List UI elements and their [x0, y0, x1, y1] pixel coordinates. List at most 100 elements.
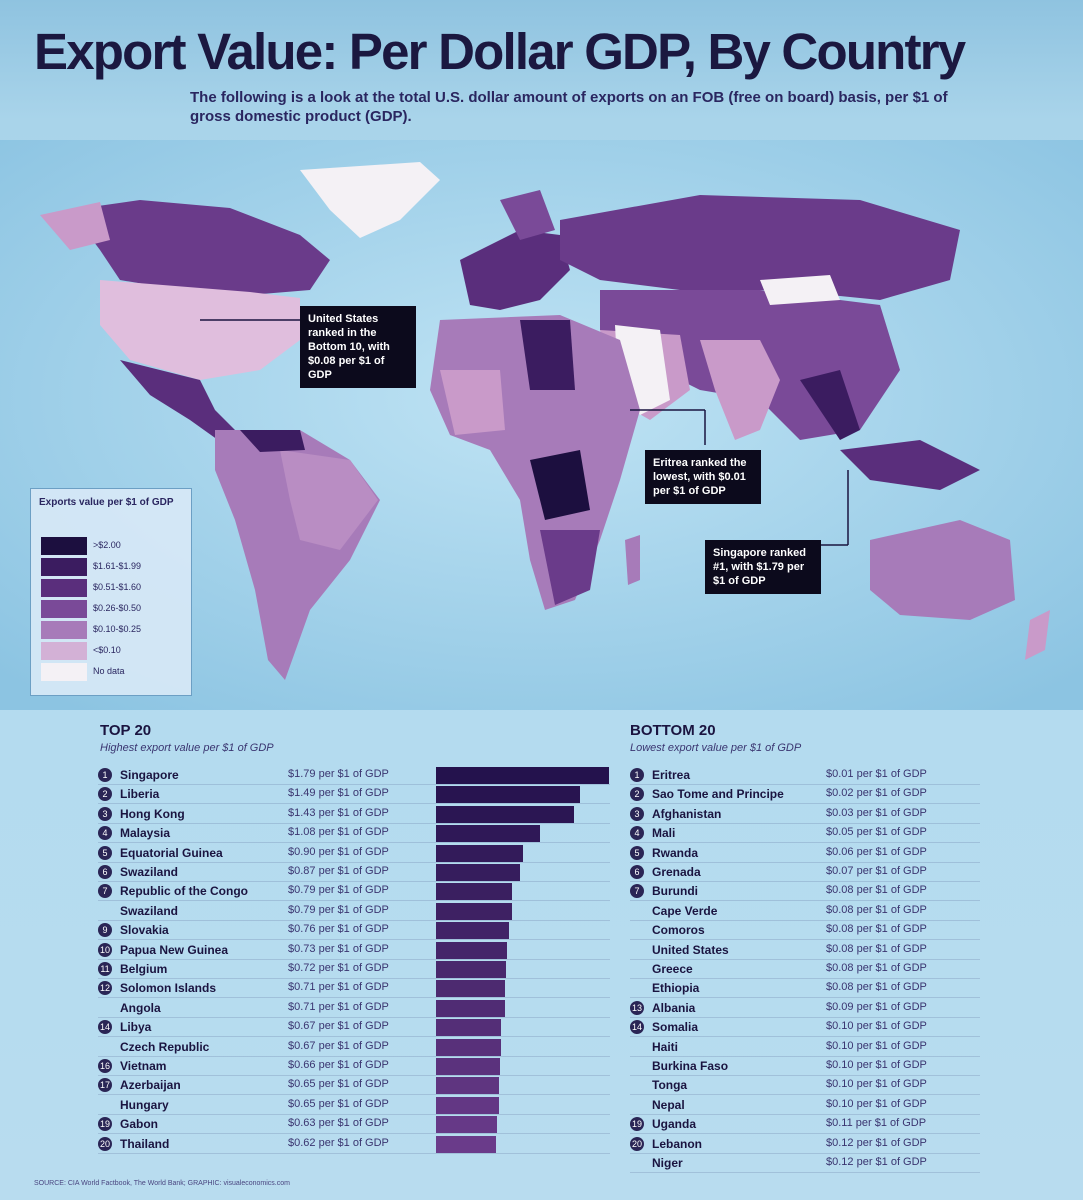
- legend-swatch: [41, 579, 87, 597]
- country-name: Libya: [120, 1020, 152, 1035]
- value-label: $0.08 per $1 of GDP: [826, 903, 927, 916]
- country-name: Ethiopia: [652, 981, 700, 996]
- country-name: Thailand: [120, 1136, 170, 1151]
- table-row: 9 Slovakia $0.76 per $1 of GDP: [98, 921, 610, 941]
- rank-badge: 20: [98, 1136, 112, 1151]
- australia: [870, 520, 1015, 620]
- bar: [436, 1038, 501, 1056]
- legend-label: <$0.10: [93, 645, 121, 655]
- row-divider: [630, 1113, 980, 1115]
- row-divider: [630, 1133, 980, 1135]
- world-map: [0, 140, 1083, 710]
- value-label: $0.11 per $1 of GDP: [826, 1117, 927, 1130]
- bar: [436, 844, 523, 862]
- rank-badge: 1: [98, 768, 112, 782]
- country-name: Equatorial Guinea: [120, 845, 223, 860]
- india: [700, 340, 780, 440]
- legend-swatch: [41, 621, 87, 639]
- rank-badge: 5: [630, 845, 644, 860]
- russia: [560, 195, 960, 300]
- value-label: $0.79 per $1 of GDP: [288, 884, 389, 897]
- table-row: 13 Albania $0.09 per $1 of GDP: [630, 999, 980, 1018]
- row-divider: [98, 997, 610, 999]
- bar: [436, 883, 512, 901]
- table-row: Burkina Faso $0.10 per $1 of GDP: [630, 1057, 980, 1076]
- value-label: $0.79 per $1 of GDP: [288, 903, 389, 916]
- rank-badge: 13: [630, 1000, 644, 1015]
- rank-badge: 16: [98, 1059, 112, 1073]
- rank-badge: 7: [630, 884, 644, 899]
- rank-badge: 6: [630, 865, 644, 879]
- row-divider: [630, 1172, 980, 1173]
- legend-label: >$2.00: [93, 540, 121, 550]
- central-africa: [530, 450, 590, 520]
- table-row: 14 Libya $0.67 per $1 of GDP: [98, 1018, 610, 1038]
- country-name: Hungary: [120, 1097, 169, 1112]
- value-label: $1.43 per $1 of GDP: [288, 806, 389, 819]
- bar: [436, 1116, 497, 1134]
- west-africa: [440, 370, 505, 435]
- page-subtitle: The following is a look at the total U.S…: [190, 89, 948, 125]
- row-divider: [630, 997, 980, 999]
- value-label: $0.08 per $1 of GDP: [826, 942, 927, 955]
- table-row: 3 Afghanistan $0.03 per $1 of GDP: [630, 805, 980, 824]
- europe: [460, 230, 570, 310]
- value-label: $0.08 per $1 of GDP: [826, 962, 927, 974]
- country-name: Haiti: [652, 1039, 679, 1054]
- table-row: 1 Singapore $1.79 per $1 of GDP: [98, 766, 610, 785]
- value-label: $0.71 per $1 of GDP: [288, 1000, 389, 1013]
- southern-africa: [540, 530, 600, 605]
- country-name: Papua New Guinea: [120, 942, 229, 957]
- legend-label: $1.61-$1.99: [93, 561, 142, 571]
- country-name: Sao Tome and Principe: [652, 787, 784, 802]
- country-name: Comoros: [652, 923, 705, 938]
- row-divider: [98, 803, 610, 805]
- row-divider: [98, 822, 610, 824]
- row-divider: [98, 1075, 610, 1076]
- row-divider: [630, 919, 980, 921]
- top-title: TOP 20: [100, 722, 152, 739]
- row-divider: [630, 939, 980, 941]
- value-label: $0.10 per $1 of GDP: [826, 1059, 927, 1071]
- mexico: [120, 360, 240, 445]
- legend-label: $0.10-$0.25: [93, 624, 142, 634]
- table-row: Hungary $0.65 per $1 of GDP: [98, 1096, 610, 1115]
- callout-united-states: United States ranked in the Bottom 10, w…: [300, 306, 416, 388]
- table-row: Ethiopia $0.08 per $1 of GDP: [630, 979, 980, 999]
- table-row: 4 Malaysia $1.08 per $1 of GDP: [98, 824, 610, 844]
- country-name: Niger: [652, 1156, 683, 1170]
- bar: [436, 1096, 499, 1114]
- country-name: Vietnam: [120, 1059, 167, 1073]
- greenland: [300, 162, 440, 238]
- table-row: Haiti $0.10 per $1 of GDP: [630, 1038, 980, 1057]
- value-label: $0.10 per $1 of GDP: [826, 1097, 927, 1110]
- country-name: Afghanistan: [652, 806, 722, 821]
- bar: [436, 1019, 501, 1037]
- table-row: 6 Swaziland $0.87 per $1 of GDP: [98, 863, 610, 882]
- country-name: Hong Kong: [120, 806, 185, 821]
- table-row: 4 Mali $0.05 per $1 of GDP: [630, 824, 980, 844]
- bar: [436, 922, 509, 940]
- top-subtitle: Highest export value per $1 of GDP: [100, 742, 274, 754]
- country-name: Nepal: [652, 1097, 685, 1112]
- rank-badge: 20: [630, 1136, 644, 1151]
- row-divider: [98, 861, 610, 863]
- row-divider: [630, 1152, 980, 1154]
- table-row: Cape Verde $0.08 per $1 of GDP: [630, 902, 980, 921]
- row-divider: [630, 881, 980, 882]
- country-name: Azerbaijan: [120, 1078, 181, 1093]
- table-row: United States $0.08 per $1 of GDP: [630, 941, 980, 960]
- row-divider: [630, 842, 980, 844]
- top-20-table: 1 Singapore $1.79 per $1 of GDP 2 Liberia $1.…: [98, 766, 618, 1166]
- table-row: 7 Republic of the Congo $0.79 per $1 of GD…: [98, 882, 610, 902]
- country-name: Malaysia: [120, 826, 171, 841]
- table-row: 11 Belgium $0.72 per $1 of GDP: [98, 960, 610, 979]
- value-label: $0.73 per $1 of GDP: [288, 942, 389, 955]
- country-name: Albania: [652, 1000, 696, 1015]
- libya: [520, 320, 575, 390]
- row-divider: [630, 822, 980, 824]
- rank-badge: 4: [630, 826, 644, 841]
- table-row: Comoros $0.08 per $1 of GDP: [630, 921, 980, 941]
- country-name: Czech Republic: [120, 1039, 210, 1054]
- page-title: Export Value: Per Dollar GDP, By Country: [34, 23, 966, 80]
